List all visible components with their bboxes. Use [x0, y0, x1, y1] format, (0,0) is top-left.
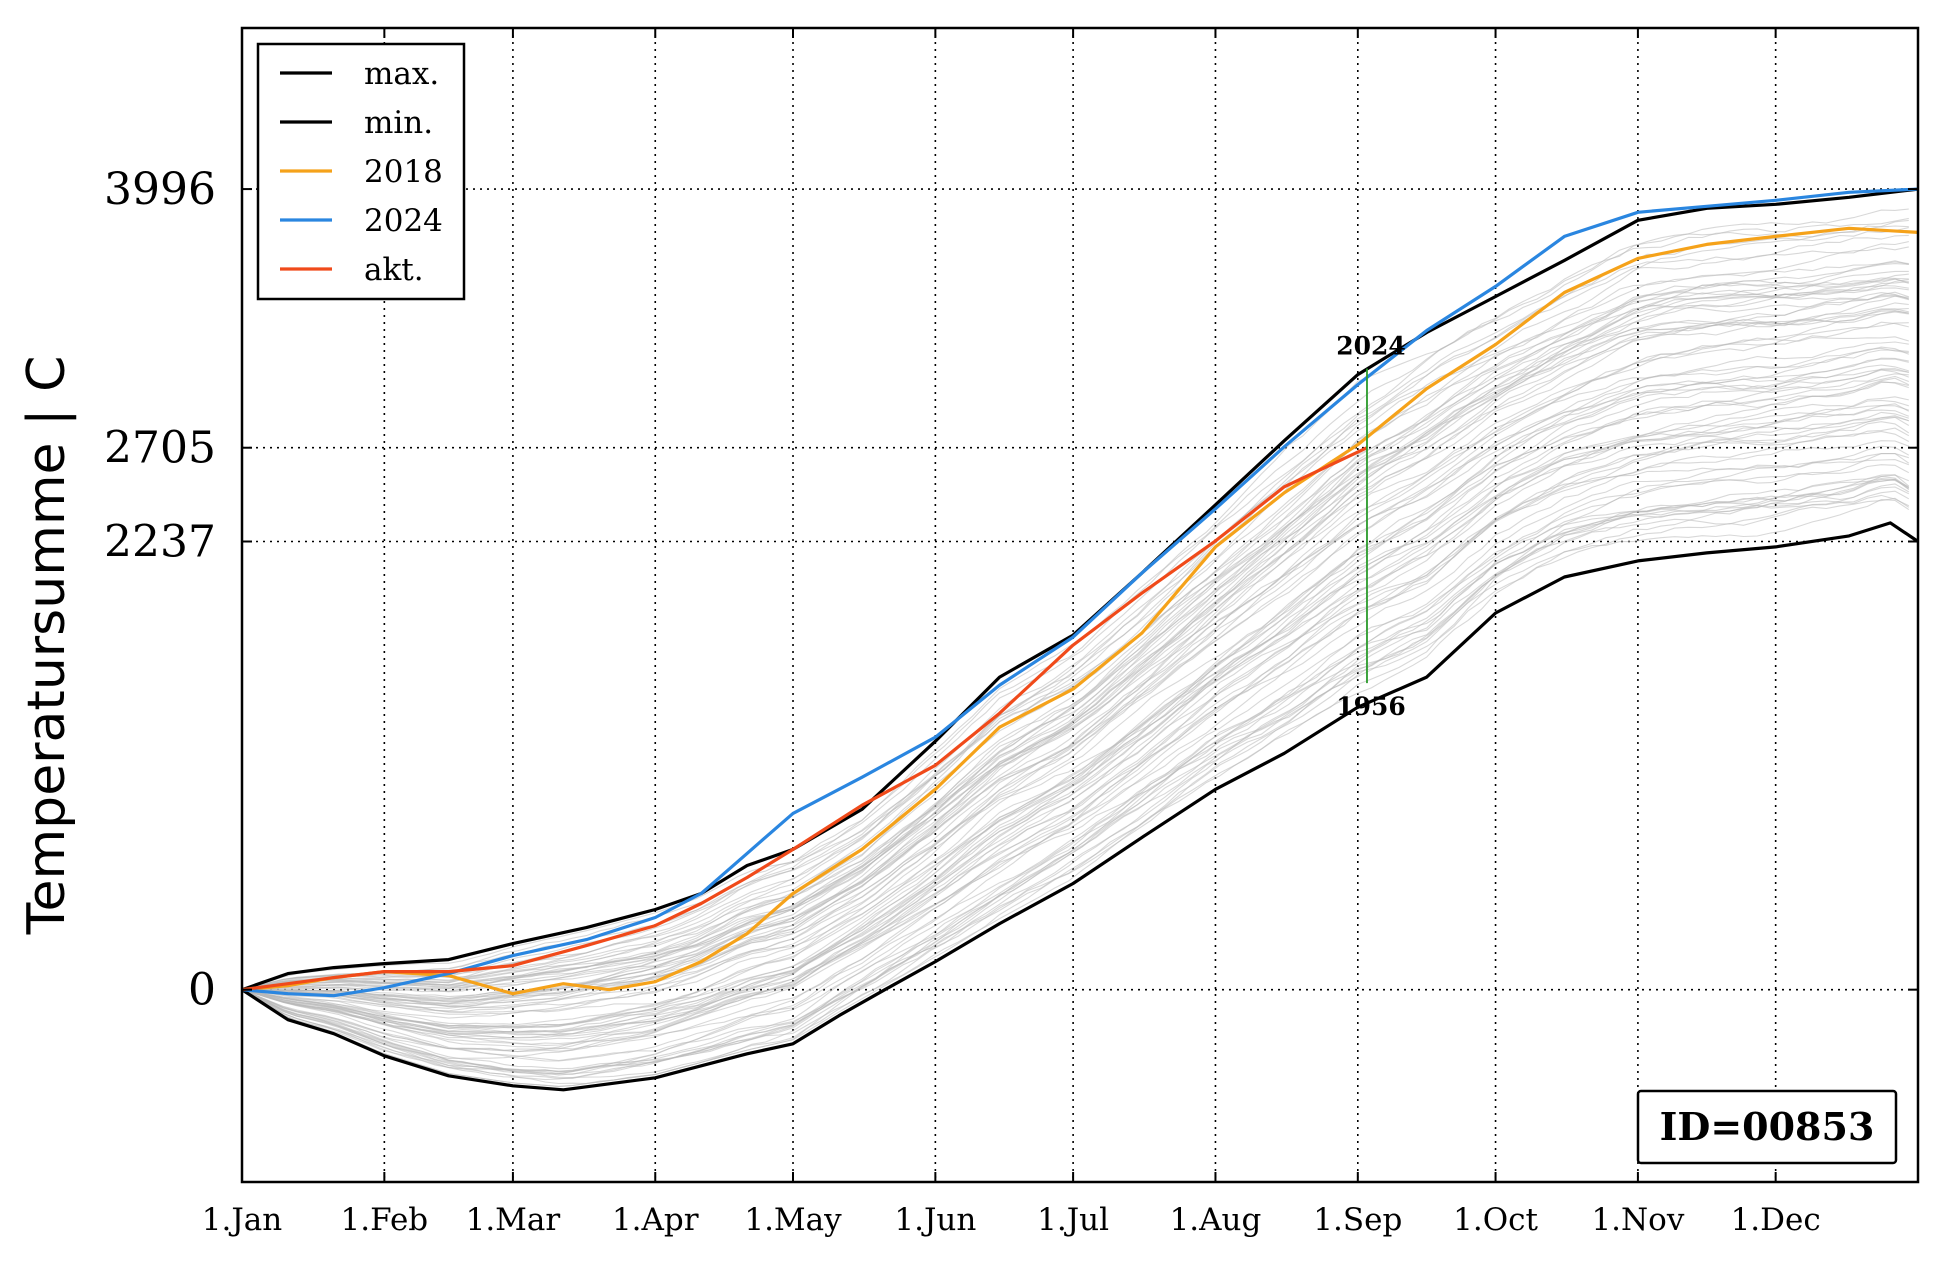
background-year-line — [241, 409, 1910, 1029]
x-tick-label: 1.Oct — [1453, 1202, 1538, 1238]
x-tick-label: 1.Aug — [1170, 1202, 1262, 1238]
x-tick-label: 1.Feb — [341, 1202, 429, 1238]
background-year-line — [241, 357, 1909, 1034]
background-year-line — [241, 346, 1910, 1013]
background-year-line — [241, 405, 1909, 1041]
series-line-2018 — [241, 226, 1919, 996]
series-line-akt — [241, 446, 1368, 992]
station-id-frame — [1636, 1089, 1898, 1165]
background-year-line — [241, 474, 1910, 1081]
x-tick-label: 1.Apr — [612, 1202, 699, 1238]
station-id-label: ID=00853 — [1660, 1104, 1875, 1149]
x-tick-label: 1.May — [744, 1202, 842, 1238]
y-tick-label: 3996 — [104, 164, 216, 215]
background-year-line — [241, 478, 1910, 1072]
background-year-line — [241, 277, 1909, 991]
x-tick-label: 1.Nov — [1591, 1202, 1684, 1238]
background-year-line — [241, 336, 1909, 999]
background-year-line — [241, 217, 1909, 991]
y-axis-ticks: 0 2237 2705 3996 — [104, 164, 1918, 1016]
background-year-line — [241, 369, 1909, 1030]
background-year-line — [241, 278, 1909, 991]
x-tick-label: 1.Sep — [1313, 1202, 1402, 1238]
background-year-line — [241, 307, 1909, 1009]
background-year-line — [241, 377, 1910, 1036]
background-year-line — [241, 453, 1909, 1075]
annotation-layer: 2024 1956 — [1336, 332, 1406, 722]
y-tick-label: 0 — [188, 965, 216, 1016]
background-year-line — [241, 310, 1909, 1015]
background-year-line — [241, 478, 1910, 1080]
legend: max. min. 2018 2024 akt. — [256, 42, 466, 301]
background-year-line — [241, 310, 1909, 1003]
x-axis-ticks: 1.Jan 1.Feb 1.Mar 1.Apr 1.May 1.Jun 1.Jul 1.Aug… — [202, 28, 1821, 1238]
background-year-line — [241, 381, 1909, 1036]
background-year-line — [241, 295, 1909, 1003]
background-year-line — [241, 452, 1910, 1075]
background-year-line — [241, 498, 1910, 1073]
plot-frame — [240, 26, 1920, 1184]
y-tick-label: 2705 — [104, 423, 216, 474]
legend-entry: 2018 — [364, 154, 443, 190]
series-line-min — [241, 521, 1919, 1092]
station-id-box: ID=00853 — [1636, 1089, 1898, 1165]
background-year-line — [241, 416, 1909, 1039]
background-year-lines — [241, 208, 1910, 1087]
background-year-line — [241, 347, 1909, 1026]
x-tick-label: 1.Jul — [1037, 1202, 1109, 1238]
background-year-line — [241, 311, 1909, 991]
background-year-line — [241, 494, 1910, 1087]
background-year-line — [241, 430, 1910, 1036]
x-tick-label: 1.Jan — [202, 1202, 282, 1238]
background-year-line — [241, 445, 1910, 1046]
background-year-line — [241, 373, 1909, 1029]
background-year-line — [241, 281, 1909, 991]
background-year-line — [241, 369, 1909, 1033]
background-year-line — [241, 241, 1909, 991]
background-year-line — [241, 364, 1909, 1019]
x-tick-label: 1.Jun — [894, 1202, 976, 1238]
background-year-line — [241, 349, 1909, 1009]
background-year-line — [241, 427, 1910, 1029]
legend-entry: 2024 — [364, 203, 443, 239]
background-year-line — [241, 261, 1909, 1005]
legend-entry: akt. — [364, 252, 424, 288]
background-year-line — [241, 302, 1909, 991]
background-year-line — [241, 358, 1909, 1005]
series-line-max — [241, 187, 1919, 992]
background-year-line — [242, 321, 1909, 1000]
background-year-line — [241, 322, 1909, 1007]
background-year-line — [241, 459, 1909, 1050]
x-tick-label: 1.Mar — [466, 1202, 561, 1238]
background-year-line — [241, 291, 1909, 991]
background-year-line — [241, 368, 1909, 1013]
background-year-line — [241, 219, 1909, 991]
y-tick-label: 2237 — [104, 516, 216, 567]
y-axis-label: Temperatursumme | C — [17, 356, 77, 936]
background-year-line — [241, 294, 1909, 1001]
annotation-top-label: 2024 — [1336, 332, 1406, 361]
background-year-line — [241, 421, 1910, 1051]
series-line-2024 — [241, 187, 1919, 998]
annotation-bottom-label: 1956 — [1336, 692, 1406, 721]
legend-entry: min. — [364, 105, 433, 141]
legend-entry: max. — [364, 56, 439, 92]
background-year-line — [241, 396, 1909, 1039]
series-lines — [241, 187, 1919, 1092]
background-year-line — [241, 381, 1909, 1012]
background-year-line — [241, 208, 1909, 991]
x-tick-label: 1.Dec — [1731, 1202, 1821, 1238]
background-year-line — [241, 287, 1909, 991]
background-year-line — [241, 497, 1910, 1076]
background-year-line — [241, 234, 1909, 991]
